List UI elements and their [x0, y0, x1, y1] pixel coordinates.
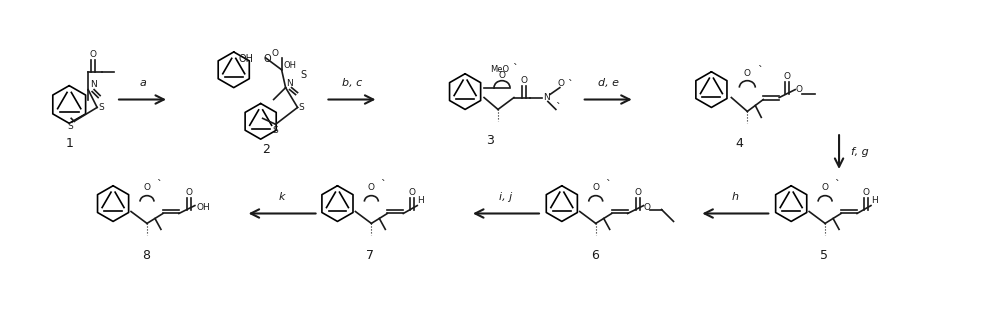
- Text: S: S: [273, 126, 279, 135]
- Text: O: O: [744, 69, 751, 78]
- Text: 4: 4: [735, 137, 743, 150]
- Text: OH: OH: [197, 203, 211, 212]
- Text: O: O: [822, 183, 829, 192]
- Text: `: `: [512, 64, 518, 74]
- Text: 6: 6: [591, 249, 599, 262]
- Text: 7: 7: [366, 249, 374, 262]
- Text: h: h: [732, 192, 739, 202]
- Text: S: S: [299, 103, 304, 112]
- Text: N: N: [90, 80, 97, 89]
- Text: O: O: [558, 78, 565, 88]
- Text: 3: 3: [486, 134, 494, 147]
- Text: O: O: [795, 85, 802, 94]
- Text: O: O: [409, 188, 416, 197]
- Text: S: S: [67, 122, 73, 131]
- Text: b, c: b, c: [342, 78, 362, 88]
- Text: `: `: [567, 80, 572, 89]
- Text: k: k: [279, 192, 285, 202]
- Text: 1: 1: [65, 137, 73, 150]
- Text: a: a: [139, 78, 146, 88]
- Text: O: O: [644, 203, 651, 212]
- Text: H: H: [417, 196, 424, 205]
- Text: N: N: [543, 93, 550, 102]
- Text: O: O: [784, 72, 791, 81]
- Text: `: `: [380, 180, 386, 190]
- Text: O: O: [264, 54, 271, 64]
- Text: O: O: [634, 188, 641, 197]
- Text: N: N: [287, 78, 293, 88]
- Text: O: O: [143, 183, 150, 192]
- Text: OH: OH: [238, 54, 253, 64]
- Text: MeO: MeO: [490, 65, 509, 74]
- Text: i, j: i, j: [499, 192, 513, 202]
- Text: `: `: [757, 66, 763, 76]
- Text: S: S: [98, 103, 104, 112]
- Text: O: O: [520, 76, 527, 85]
- Text: f, g: f, g: [851, 147, 869, 157]
- Text: `: `: [834, 180, 840, 190]
- Text: S: S: [300, 70, 307, 80]
- Text: 8: 8: [142, 249, 150, 262]
- Text: O: O: [862, 188, 869, 197]
- Text: `: `: [156, 180, 162, 190]
- Text: O: O: [498, 71, 505, 80]
- Text: `: `: [555, 103, 560, 113]
- Text: OH: OH: [284, 61, 297, 70]
- Text: H: H: [871, 196, 878, 205]
- Text: O: O: [185, 188, 192, 197]
- Text: d, e: d, e: [598, 78, 619, 88]
- Text: O: O: [90, 50, 97, 59]
- Text: 2: 2: [262, 143, 270, 156]
- Text: O: O: [368, 183, 375, 192]
- Text: O: O: [272, 49, 279, 58]
- Text: O: O: [592, 183, 599, 192]
- Text: `: `: [605, 180, 610, 190]
- Text: 5: 5: [820, 249, 828, 262]
